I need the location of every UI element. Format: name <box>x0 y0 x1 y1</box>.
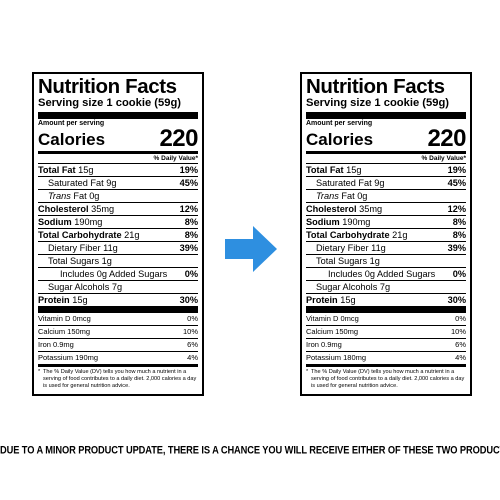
amount-per-serving: Amount per serving <box>38 120 105 127</box>
nutrition-facts-panel-old: Nutrition Facts Serving size 1 cookie (5… <box>32 72 204 396</box>
saturated-fat-row: Saturated Fat 9g 45% <box>306 176 466 189</box>
vitamin-d-row: Vitamin D 0mcg 0% <box>306 314 466 323</box>
sodium-row: Sodium 190mg 8% <box>306 215 466 227</box>
total-carbohydrate-row: Total Carbohydrate 21g 8% <box>38 228 198 240</box>
product-update-caption: DUE TO A MINOR PRODUCT UPDATE, THERE IS … <box>0 444 500 456</box>
divider-medium <box>306 364 466 367</box>
added-sugars-row: Includes 0g Added Sugars 0% <box>38 267 198 280</box>
calories-label: Calories <box>306 130 374 149</box>
saturated-fat-row: Saturated Fat 9g 45% <box>38 176 198 189</box>
serving-size: Serving size 1 cookie (59g) <box>38 97 182 109</box>
calcium-row: Calcium 150mg 10% <box>306 325 466 336</box>
daily-value-footnote: * The % Daily Value (DV) tells you how m… <box>38 369 197 389</box>
serving-size: Serving size 1 cookie (59g) <box>306 97 450 109</box>
iron-row: Iron 0.9mg 6% <box>38 338 198 349</box>
calories-row: Calories 220 <box>306 125 466 152</box>
total-fat-row: Total Fat 15g 19% <box>38 163 198 175</box>
arrow-shape <box>225 226 277 272</box>
divider-thick <box>38 112 198 119</box>
total-sugars-row: Total Sugars 1g <box>306 254 466 267</box>
trans-fat-row: Trans Fat 0g <box>38 189 198 202</box>
calories-value: 220 <box>159 125 198 152</box>
divider-medium <box>306 151 466 154</box>
nutrition-facts-title: Nutrition Facts <box>306 75 445 98</box>
daily-value-header: % Daily Value* <box>421 155 466 162</box>
protein-row: Protein 15g 30% <box>306 293 466 305</box>
sugar-alcohols-row: Sugar Alcohols 7g <box>306 280 466 293</box>
added-sugars-row: Includes 0g Added Sugars 0% <box>306 267 466 280</box>
potassium-row: Potassium 190mg 4% <box>38 351 198 362</box>
total-carbohydrate-row: Total Carbohydrate 21g 8% <box>306 228 466 240</box>
divider-medium <box>38 364 198 367</box>
daily-value-header: % Daily Value* <box>153 155 198 162</box>
trans-fat-row: Trans Fat 0g <box>306 189 466 202</box>
sugar-alcohols-row: Sugar Alcohols 7g <box>38 280 198 293</box>
total-sugars-row: Total Sugars 1g <box>38 254 198 267</box>
vitamin-d-row: Vitamin D 0mcg 0% <box>38 314 198 323</box>
calories-value: 220 <box>427 125 466 152</box>
divider-thick <box>306 112 466 119</box>
arrow-right-icon <box>225 226 277 272</box>
nutrition-facts-panel-new: Nutrition Facts Serving size 1 cookie (5… <box>300 72 472 396</box>
calcium-row: Calcium 150mg 10% <box>38 325 198 336</box>
cholesterol-row: Cholesterol 35mg 12% <box>306 202 466 214</box>
iron-row: Iron 0.9mg 6% <box>306 338 466 349</box>
daily-value-footnote: * The % Daily Value (DV) tells you how m… <box>306 369 465 389</box>
amount-per-serving: Amount per serving <box>306 120 373 127</box>
divider-medium <box>38 151 198 154</box>
nutrition-facts-title: Nutrition Facts <box>38 75 177 98</box>
dietary-fiber-row: Dietary Fiber 11g 39% <box>38 241 198 254</box>
potassium-row: Potassium 180mg 4% <box>306 351 466 362</box>
total-fat-row: Total Fat 15g 19% <box>306 163 466 175</box>
calories-row: Calories 220 <box>38 125 198 152</box>
divider-thick <box>306 306 466 313</box>
sodium-row: Sodium 190mg 8% <box>38 215 198 227</box>
dietary-fiber-row: Dietary Fiber 11g 39% <box>306 241 466 254</box>
calories-label: Calories <box>38 130 106 149</box>
cholesterol-row: Cholesterol 35mg 12% <box>38 202 198 214</box>
divider-thick <box>38 306 198 313</box>
protein-row: Protein 15g 30% <box>38 293 198 305</box>
